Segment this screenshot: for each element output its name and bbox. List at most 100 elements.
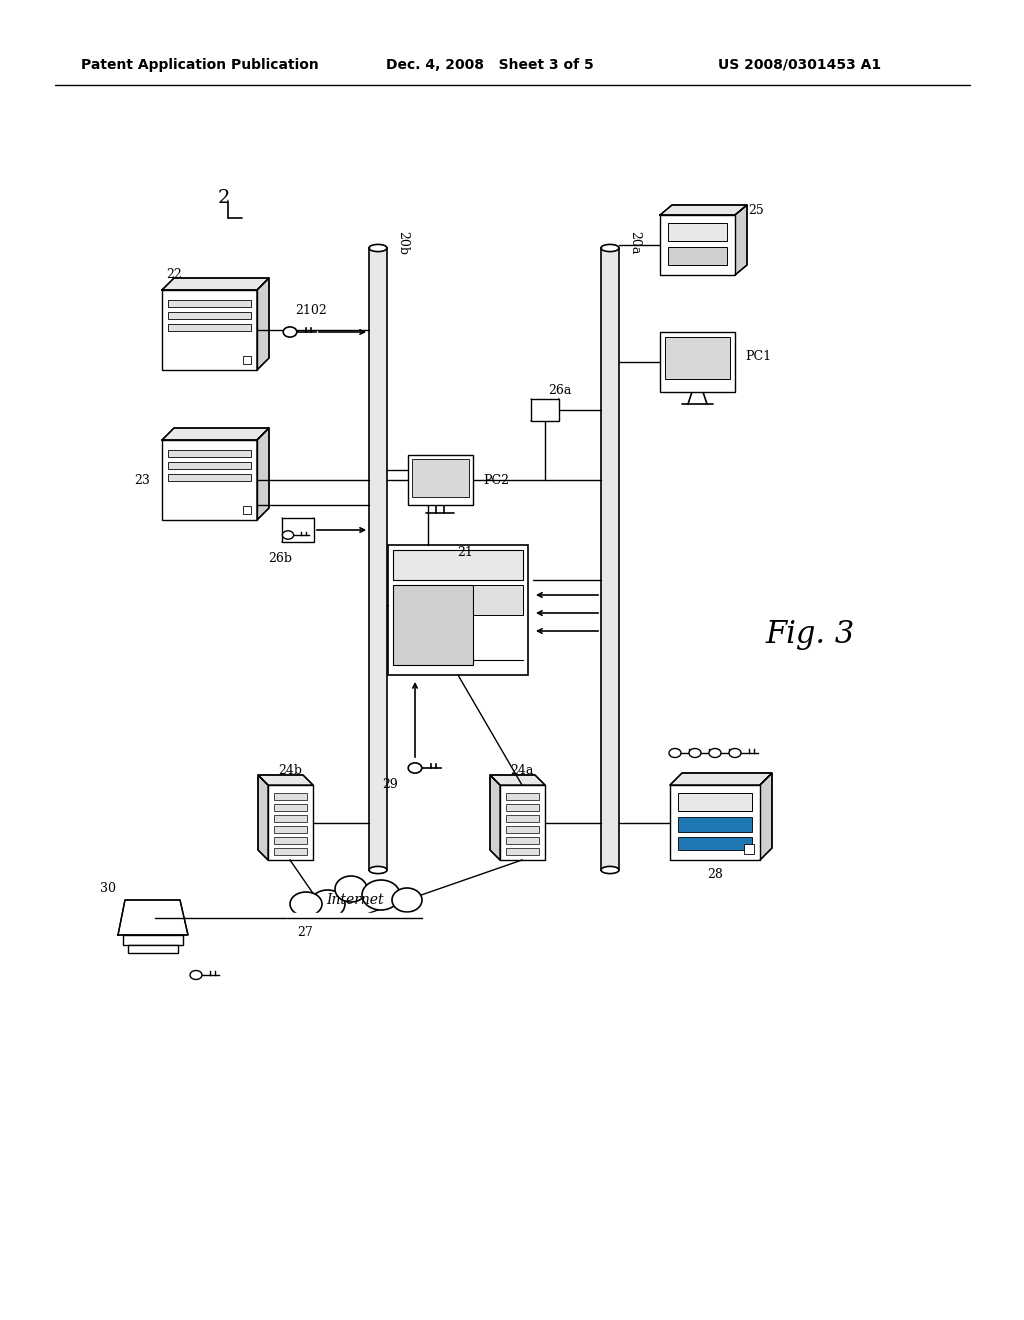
Bar [506,804,539,810]
Bar [678,817,752,832]
Bar [162,440,257,520]
Bar [393,550,523,579]
Bar [506,837,539,843]
Bar [412,459,469,498]
Bar [274,814,307,822]
Polygon shape [660,205,746,215]
Bar [274,837,307,843]
Text: US 2008/0301453 A1: US 2008/0301453 A1 [719,58,882,73]
Bar [500,785,545,861]
Ellipse shape [409,763,422,774]
Bar [601,248,618,870]
Ellipse shape [362,880,400,909]
Text: Patent Application Publication: Patent Application Publication [81,58,318,73]
Polygon shape [257,279,269,370]
Bar [243,506,251,513]
Bar [668,247,727,265]
Polygon shape [490,775,500,861]
Bar [408,455,473,506]
Text: 26b: 26b [268,552,292,565]
Text: 29: 29 [382,779,398,792]
Bar [473,585,523,615]
Text: 24a: 24a [510,763,534,776]
Polygon shape [258,775,268,861]
Polygon shape [760,774,772,861]
Bar [531,399,559,421]
Text: Fig. 3: Fig. 3 [765,619,855,651]
Bar [393,585,473,665]
Bar [678,793,752,810]
Bar [268,785,313,861]
Text: Internet: Internet [327,894,384,907]
Polygon shape [162,279,269,290]
Bar [168,300,251,308]
Ellipse shape [601,866,618,874]
Bar [128,945,178,953]
Ellipse shape [369,866,387,874]
Ellipse shape [190,970,202,979]
Polygon shape [288,913,422,923]
Ellipse shape [310,890,345,917]
Ellipse shape [729,748,741,758]
Polygon shape [118,900,188,935]
Ellipse shape [709,748,721,758]
Bar [660,333,735,392]
Polygon shape [670,774,772,785]
Bar [506,814,539,822]
Bar [506,826,539,833]
Text: 2102: 2102 [295,304,327,317]
Ellipse shape [290,892,322,916]
Text: Dec. 4, 2008   Sheet 3 of 5: Dec. 4, 2008 Sheet 3 of 5 [386,58,594,73]
Bar [123,935,183,945]
Bar [168,474,251,480]
Bar [168,462,251,469]
Bar [744,843,754,854]
Ellipse shape [284,327,297,337]
Polygon shape [162,428,269,440]
Polygon shape [257,428,269,520]
Bar [274,847,307,855]
Bar [668,223,727,242]
Text: PC2: PC2 [483,474,509,487]
Text: 20b: 20b [396,231,409,255]
Text: 27: 27 [297,925,313,939]
Text: 23: 23 [134,474,150,487]
Text: 30: 30 [100,882,116,895]
Bar [369,248,387,870]
Ellipse shape [601,244,618,252]
Bar [274,804,307,810]
Bar [506,793,539,800]
Bar [282,517,314,543]
Text: 21: 21 [457,546,473,560]
Bar [168,450,251,457]
Ellipse shape [369,244,387,252]
Text: 25: 25 [748,203,764,216]
Text: 26a: 26a [548,384,571,396]
Text: 22: 22 [166,268,182,281]
Ellipse shape [283,531,294,539]
Polygon shape [490,775,545,785]
Ellipse shape [669,748,681,758]
Bar [274,826,307,833]
Bar [665,337,730,379]
Bar [168,323,251,331]
Ellipse shape [392,888,422,912]
Bar [243,356,251,364]
Bar [670,785,760,861]
Bar [660,215,735,275]
Bar [274,793,307,800]
Ellipse shape [335,876,367,902]
Bar [678,837,752,850]
Bar [168,312,251,319]
Polygon shape [258,775,313,785]
Text: PC1: PC1 [745,351,771,363]
Text: 24b: 24b [278,763,302,776]
Text: 20a: 20a [628,231,641,255]
Bar [162,290,257,370]
Polygon shape [735,205,746,275]
Text: 2: 2 [218,189,230,207]
Bar [506,847,539,855]
Bar [388,545,528,675]
Text: 28: 28 [707,869,723,882]
Ellipse shape [689,748,701,758]
